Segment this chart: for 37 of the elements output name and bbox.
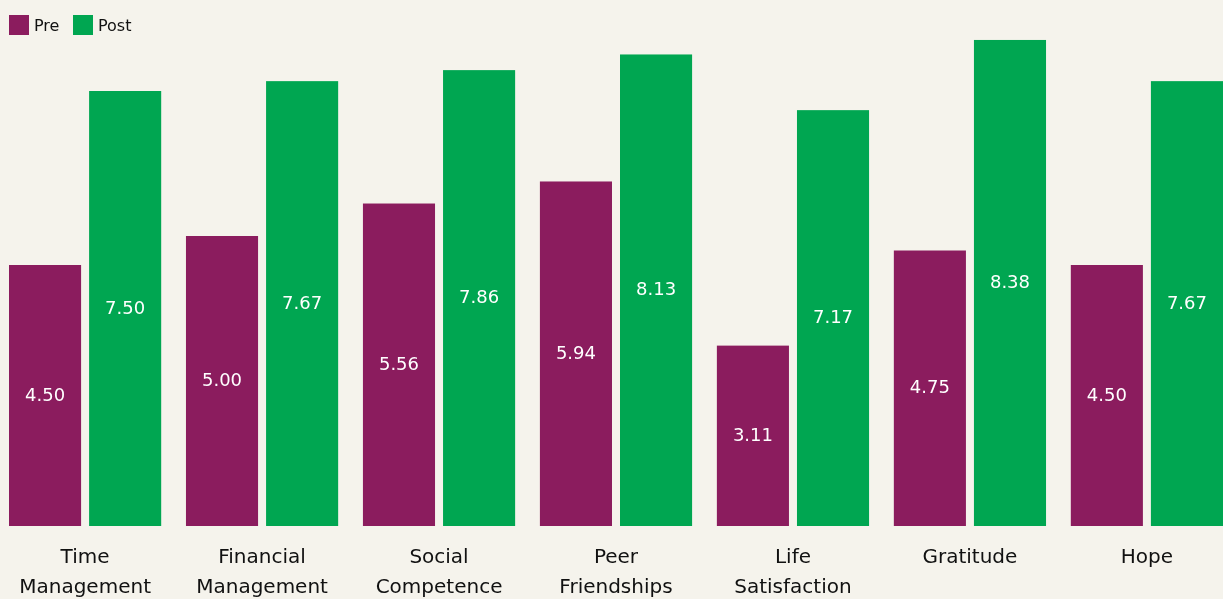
data-label: 5.94 <box>555 341 596 363</box>
x-tick-label: Financial Management <box>196 543 329 598</box>
data-label: 4.50 <box>25 383 66 405</box>
data-label: 7.50 <box>105 296 146 318</box>
data-label: 8.38 <box>989 270 1031 292</box>
data-label: 8.13 <box>636 278 677 300</box>
legend-label: Post <box>98 15 132 35</box>
x-tick-label: Social Competence <box>375 543 503 598</box>
bar <box>89 91 162 526</box>
bar <box>185 236 259 526</box>
data-label: 7.67 <box>282 291 323 313</box>
bar <box>620 54 693 526</box>
data-label: 5.56 <box>378 352 420 374</box>
data-label: 5.00 <box>201 369 243 390</box>
x-tick-label: Gratitude <box>922 543 1018 568</box>
data-label: 3.11 <box>732 423 773 445</box>
bar <box>539 181 612 526</box>
x-tick-label: Hope <box>1120 543 1174 568</box>
data-label: 4.75 <box>909 376 950 398</box>
x-tick-label: Peer Friendships <box>559 543 673 598</box>
data-label: 4.50 <box>1086 383 1127 405</box>
bar <box>266 81 339 526</box>
bar <box>362 203 436 526</box>
data-label: 7.67 <box>1166 291 1207 313</box>
legend-label: Pre <box>34 15 60 35</box>
data-label: 7.86 <box>459 286 500 308</box>
bar <box>9 265 82 526</box>
bar <box>893 250 966 526</box>
bar <box>973 39 1047 526</box>
bar <box>796 110 870 526</box>
bar <box>443 70 516 526</box>
x-tick-label: Time Management <box>19 543 152 598</box>
bar <box>1070 265 1143 526</box>
bar <box>1150 81 1223 526</box>
data-label: 7.17 <box>812 306 854 328</box>
x-tick-label: Life Satisfaction <box>734 543 852 598</box>
bar <box>716 345 789 526</box>
